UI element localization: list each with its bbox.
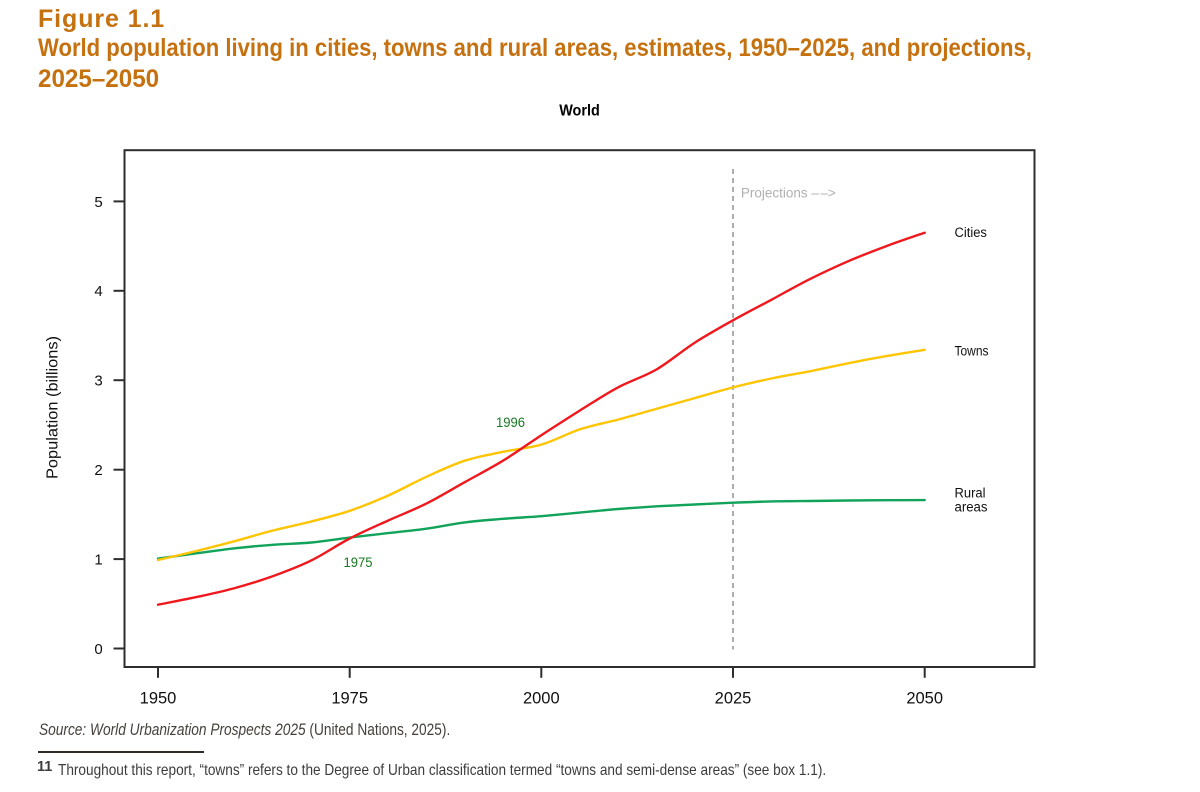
svg-text:Towns: Towns: [955, 344, 989, 359]
svg-text:1996: 1996: [496, 414, 525, 430]
svg-text:1975: 1975: [331, 690, 368, 708]
svg-text:2025: 2025: [715, 690, 752, 708]
svg-text:5: 5: [94, 194, 102, 211]
svg-text:World: World: [559, 103, 600, 120]
svg-text:1: 1: [94, 552, 102, 569]
svg-text:Rural: Rural: [955, 486, 986, 501]
svg-text:1950: 1950: [140, 690, 177, 708]
svg-text:4: 4: [94, 283, 102, 300]
svg-text:2050: 2050: [906, 690, 943, 708]
svg-text:3: 3: [94, 373, 102, 390]
svg-text:Cities: Cities: [955, 225, 988, 240]
svg-text:2000: 2000: [523, 690, 560, 708]
svg-text:Population (billions): Population (billions): [44, 336, 61, 479]
svg-text:Projections ––>: Projections ––>: [741, 185, 836, 200]
svg-text:areas: areas: [955, 500, 988, 515]
svg-text:2: 2: [94, 462, 102, 479]
svg-text:1975: 1975: [344, 554, 373, 570]
svg-text:0: 0: [94, 641, 102, 658]
